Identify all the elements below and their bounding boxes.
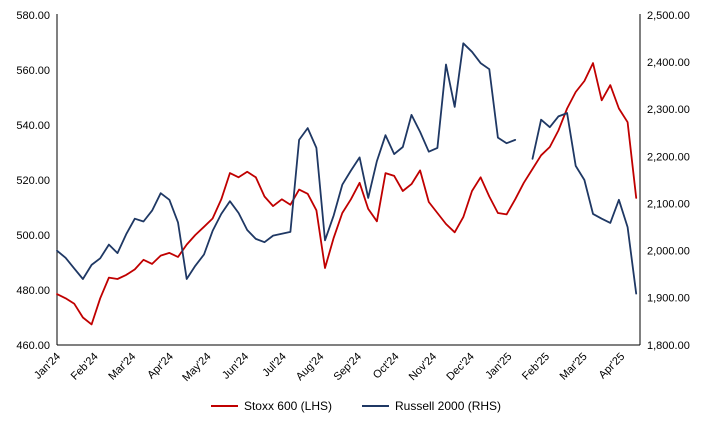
x-axis-tick-label: Jun'24 xyxy=(220,351,251,382)
russell2000-line-swatch xyxy=(362,405,389,407)
x-axis-tick-label: Apr'24 xyxy=(145,351,176,382)
y-axis-right-tick-label: 2,100.00 xyxy=(647,198,690,210)
x-axis-tick-label: Feb'25 xyxy=(520,351,552,383)
y-axis-right-tick-label: 2,000.00 xyxy=(647,246,690,258)
x-axis-tick-label: Aug'24 xyxy=(294,351,326,383)
x-axis-tick-label: Mar'24 xyxy=(106,351,138,383)
y-axis-left-tick-label: 480.00 xyxy=(16,285,50,297)
y-axis-left-tick-label: 460.00 xyxy=(16,340,50,352)
x-axis-tick-label: Oct'24 xyxy=(371,351,402,382)
y-axis-right-tick-label: 2,300.00 xyxy=(647,104,690,116)
y-axis-left-tick-label: 580.00 xyxy=(16,10,50,22)
stoxx600-line-swatch xyxy=(210,405,238,407)
y-axis-left-tick-label: 540.00 xyxy=(16,120,50,132)
y-axis-left-tick-label: 520.00 xyxy=(16,175,50,187)
y-axis-right-tick-label: 2,500.00 xyxy=(647,10,690,22)
y-axis-right-tick-label: 1,800.00 xyxy=(647,340,690,352)
y-axis-left-tick-label: 560.00 xyxy=(16,65,50,77)
stoxx600-series-line xyxy=(56,62,638,326)
x-axis-tick-label: Mar'25 xyxy=(558,351,590,383)
x-axis-tick-label: Nov'24 xyxy=(407,351,439,383)
y-axis-left-tick-label: 500.00 xyxy=(16,230,50,242)
legend-item-stoxx600: Stoxx 600 (LHS) xyxy=(210,399,332,413)
russell2000-series-line xyxy=(56,42,638,295)
y-axis-right-tick-label: 2,400.00 xyxy=(647,57,690,69)
legend-item-russell2000: Russell 2000 (RHS) xyxy=(362,399,501,413)
legend-label-russell2000: Russell 2000 (RHS) xyxy=(395,399,502,413)
y-axis-right-tick-label: 2,200.00 xyxy=(647,151,690,163)
x-axis-tick-label: Feb'24 xyxy=(69,351,101,383)
x-axis-tick-label: Dec'24 xyxy=(444,351,476,383)
x-axis-tick-label: Jul'24 xyxy=(260,351,289,380)
legend-label-stoxx600: Stoxx 600 (LHS) xyxy=(243,399,332,413)
x-axis-tick-label: May'24 xyxy=(180,351,213,384)
legend: Stoxx 600 (LHS) Russell 2000 (RHS) xyxy=(0,399,712,413)
x-axis-tick-label: Sep'24 xyxy=(332,351,364,383)
x-axis-tick-label: Jan'24 xyxy=(32,351,63,382)
y-axis-right-tick-label: 1,900.00 xyxy=(647,293,690,305)
x-axis-tick-label: Apr'25 xyxy=(597,351,628,382)
x-axis-tick-label: Jan'25 xyxy=(483,351,514,382)
